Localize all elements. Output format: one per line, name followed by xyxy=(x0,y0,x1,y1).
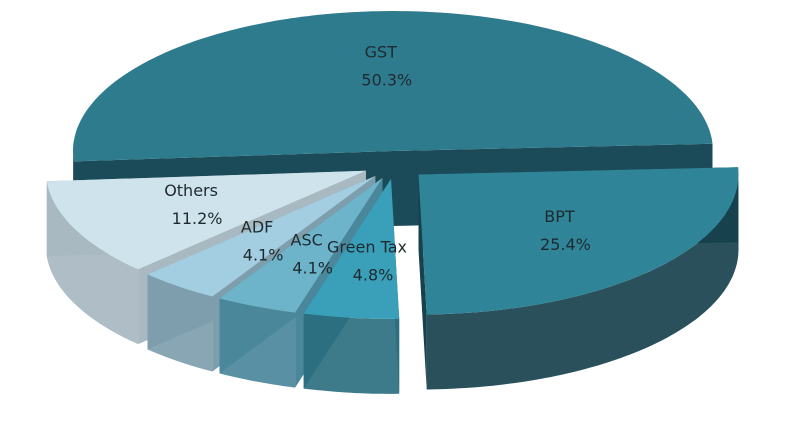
slice-label: ADF xyxy=(241,218,273,237)
slice-label: BPT xyxy=(544,207,575,226)
slice-value: 4.1% xyxy=(243,246,284,265)
slice-value: 25.4% xyxy=(540,235,591,254)
slice-label: GST xyxy=(365,43,398,62)
slice-wall xyxy=(219,298,296,388)
slice-label: Green Tax xyxy=(327,238,407,257)
slice-label: Others xyxy=(164,181,218,200)
slice-value: 4.1% xyxy=(292,259,333,278)
slice-wall xyxy=(147,274,213,372)
slice-label: ASC xyxy=(291,231,323,250)
slice xyxy=(418,167,739,315)
slice-value: 4.8% xyxy=(353,266,394,285)
slice-wall xyxy=(426,174,739,390)
slice xyxy=(46,170,366,270)
slice xyxy=(73,11,713,162)
slice xyxy=(303,178,400,319)
slice-wall xyxy=(303,313,400,394)
slice xyxy=(219,177,383,313)
slice-value: 11.2% xyxy=(172,209,223,228)
slice-value: 50.3% xyxy=(361,71,412,90)
slice xyxy=(147,176,376,297)
slice-wall xyxy=(46,181,139,345)
slice-side xyxy=(418,174,427,390)
